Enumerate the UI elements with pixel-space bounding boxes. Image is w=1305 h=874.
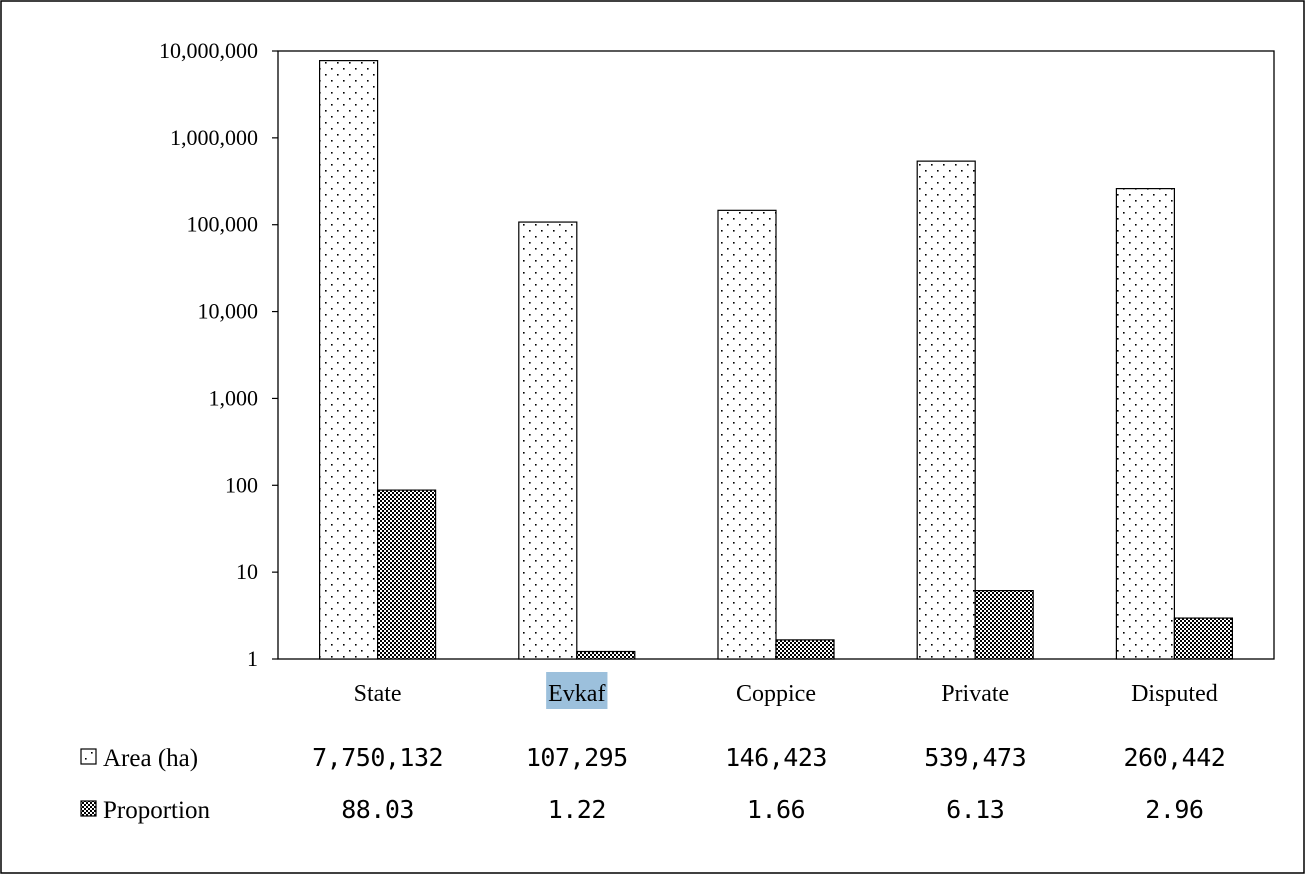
bar-area-state: [319, 60, 379, 660]
category-label-private: Private: [941, 681, 1009, 707]
y-tick-label: 10: [236, 559, 258, 584]
table-cell: 88.03: [341, 795, 414, 824]
legend-key-proportion: [80, 800, 97, 817]
data-table: Area (ha) 7,750,132 107,295 146,423 539,473 2…: [80, 743, 1226, 824]
bar-proportion-state: [377, 489, 437, 660]
table-cell: 7,750,132: [312, 743, 443, 772]
selection-highlight: [546, 672, 608, 709]
bar-proportion-disputed: [1173, 617, 1234, 660]
category-label-coppice: Coppice: [736, 681, 816, 707]
table-cell: 2.96: [1145, 795, 1203, 824]
bar-area-private: [916, 160, 976, 660]
table-cell: 1.22: [548, 795, 606, 824]
bar-area-disputed: [1115, 188, 1176, 660]
table-cell: 107,295: [526, 743, 628, 772]
table-cell: 1.66: [747, 795, 805, 824]
selected-text-highlight: [546, 672, 608, 709]
table-cell: 539,473: [924, 743, 1026, 772]
y-tick-label: 10,000,000: [159, 38, 258, 63]
table-row-label: Area (ha): [103, 745, 198, 772]
legend-key-area: [80, 748, 97, 765]
category-label-evkaf: Evkaf: [548, 681, 605, 707]
y-axis: 1 10 100 1,000 10,000 100,000 1,000,000 10,000,…: [159, 38, 278, 671]
category-label-disputed: Disputed: [1131, 681, 1218, 707]
y-tick-label: 1,000: [209, 385, 259, 410]
bars: [319, 60, 1234, 660]
y-tick-label: 10,000: [198, 299, 259, 324]
bar-proportion-coppice: [775, 639, 835, 660]
category-labels: State Evkaf Coppice Private Disputed: [354, 681, 1218, 707]
y-tick-label: 100,000: [187, 212, 259, 237]
bar-area-coppice: [717, 209, 777, 660]
y-tick-label: 100: [225, 472, 258, 497]
table-cell: 146,423: [725, 743, 827, 772]
bar-area-evkaf: [518, 221, 578, 660]
y-tick-label: 1,000,000: [170, 125, 258, 150]
table-cell: 6.13: [946, 795, 1004, 824]
bar-proportion-evkaf: [576, 650, 636, 660]
bar-proportion-private: [974, 590, 1034, 660]
table-cell: 260,442: [1123, 743, 1225, 772]
table-row-label: Proportion: [103, 797, 210, 824]
category-label-state: State: [354, 681, 402, 707]
y-tick-label: 1: [247, 646, 258, 671]
